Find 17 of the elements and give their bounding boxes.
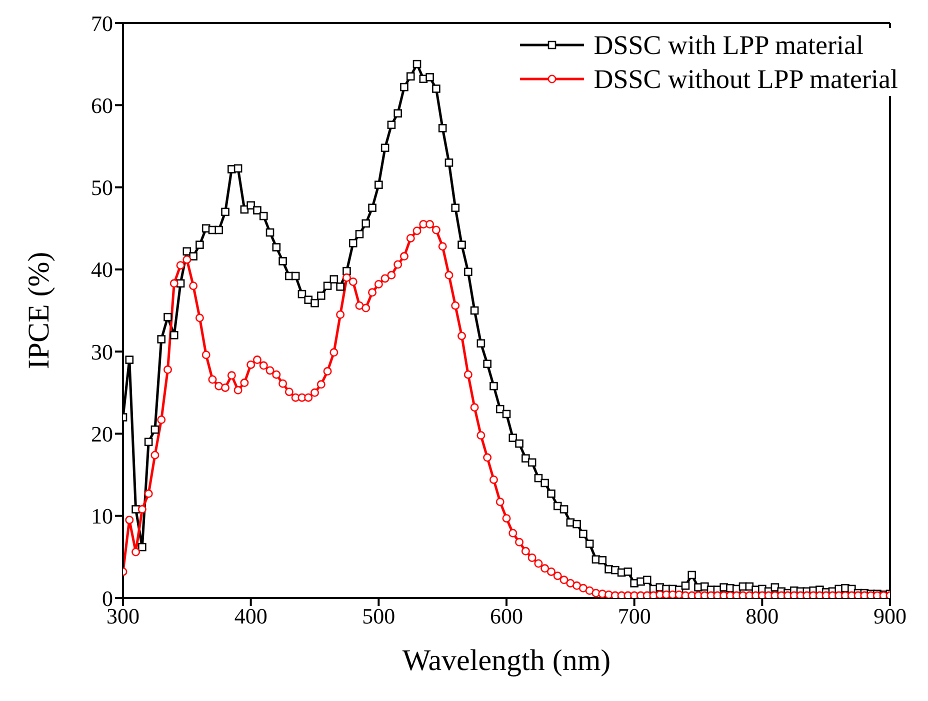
legend-label: DSSC without LPP material [594,63,898,96]
x-tick-label: 900 [874,604,906,629]
legend-label: DSSC with LPP material [594,29,864,62]
y-tick-label: 50 [91,175,113,200]
x-tick-label: 600 [490,604,523,629]
y-tick-label: 30 [91,339,113,364]
y-tick-label: 40 [91,257,113,282]
x-tick-label: 500 [362,604,396,629]
x-tick-label: 800 [746,604,779,629]
y-axis-title: IPCE (%) [22,252,56,370]
y-tick-label: 10 [91,504,113,529]
y-tick-label: 70 [91,10,113,36]
x-axis-title: Wavelength (nm) [402,644,611,677]
x-tick-label: 400 [234,604,268,629]
y-tick-label: 60 [91,92,113,118]
y-tick-label: 20 [91,422,113,447]
x-tick-label: 700 [618,604,651,629]
